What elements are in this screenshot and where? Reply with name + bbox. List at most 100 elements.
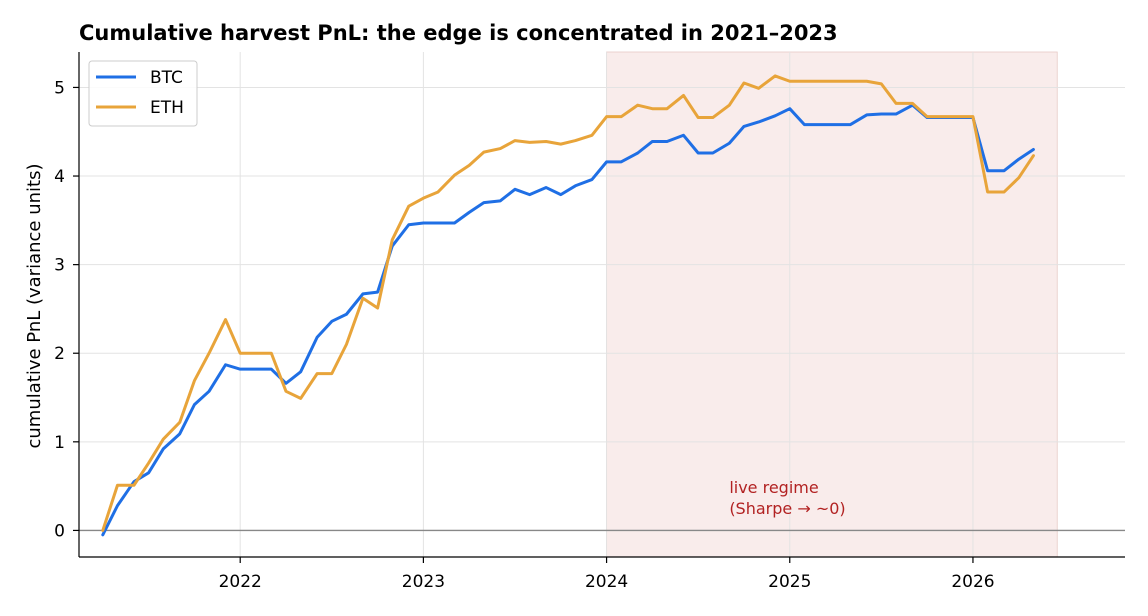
data-point-btc xyxy=(270,368,273,371)
data-point-eth xyxy=(926,115,929,118)
data-point-btc xyxy=(682,134,685,137)
data-point-eth xyxy=(1017,176,1020,179)
series-eth xyxy=(101,74,1035,532)
data-point-eth xyxy=(208,352,211,355)
data-point-eth xyxy=(636,104,639,107)
data-point-eth xyxy=(316,372,319,375)
data-point-eth xyxy=(895,102,898,105)
data-point-btc xyxy=(636,152,639,155)
data-point-btc xyxy=(330,320,333,323)
data-point-eth xyxy=(986,190,989,193)
data-point-eth xyxy=(361,297,364,300)
data-point-eth xyxy=(666,107,669,110)
data-point-btc xyxy=(299,370,302,373)
y-axis-label: cumulative PnL (variance units) xyxy=(24,164,45,449)
data-point-btc xyxy=(559,193,562,196)
data-point-eth xyxy=(819,80,822,83)
y-tick-label: 0 xyxy=(54,521,65,541)
data-point-btc xyxy=(865,113,868,116)
data-point-eth xyxy=(757,87,760,90)
data-point-btc xyxy=(528,193,531,196)
data-point-eth xyxy=(285,390,288,393)
data-point-btc xyxy=(376,291,379,294)
data-point-eth xyxy=(620,115,623,118)
data-point-eth xyxy=(865,80,868,83)
legend-btc-label: BTC xyxy=(150,68,183,88)
data-point-eth xyxy=(270,352,273,355)
data-point-eth xyxy=(376,307,379,310)
x-tick-label: 2026 xyxy=(951,572,994,592)
data-point-eth xyxy=(528,141,531,144)
data-point-btc xyxy=(605,160,608,163)
data-point-btc xyxy=(178,432,181,435)
data-point-eth xyxy=(345,343,348,346)
data-point-btc xyxy=(757,120,760,123)
annotation-line-2: (Sharpe → ~0) xyxy=(729,499,845,518)
data-point-btc xyxy=(574,184,577,187)
data-point-eth xyxy=(101,529,104,532)
legend-eth-label: ETH xyxy=(150,98,184,118)
data-point-eth xyxy=(330,372,333,375)
data-point-btc xyxy=(193,403,196,406)
data-point-btc xyxy=(1003,169,1006,172)
y-tick-label: 2 xyxy=(54,344,65,364)
data-point-eth xyxy=(545,140,548,143)
data-point-btc xyxy=(880,113,883,116)
data-point-eth xyxy=(132,484,135,487)
data-point-eth xyxy=(299,397,302,400)
data-point-btc xyxy=(620,160,623,163)
data-point-eth xyxy=(849,80,852,83)
y-tick-label: 4 xyxy=(54,167,65,187)
data-point-btc xyxy=(697,152,700,155)
data-point-eth xyxy=(774,74,777,77)
data-point-btc xyxy=(162,447,165,450)
data-point-btc xyxy=(482,201,485,204)
data-point-eth xyxy=(559,143,562,146)
data-point-eth xyxy=(422,197,425,200)
data-point-btc xyxy=(666,140,669,143)
x-tick-label: 2022 xyxy=(219,572,262,592)
data-point-btc xyxy=(116,504,119,507)
data-point-btc xyxy=(239,368,242,371)
data-point-btc xyxy=(819,123,822,126)
data-point-btc xyxy=(513,188,516,191)
y-tick-label: 1 xyxy=(54,433,65,453)
data-point-eth xyxy=(468,164,471,167)
y-ticks: 0 1 2 3 4 5 xyxy=(54,78,79,541)
x-tick-label: 2023 xyxy=(402,572,445,592)
data-point-eth xyxy=(788,80,791,83)
data-point-eth xyxy=(880,82,883,85)
chart-title: Cumulative harvest PnL: the edge is conc… xyxy=(79,21,838,45)
x-tick-label: 2025 xyxy=(768,572,811,592)
data-point-eth xyxy=(178,421,181,424)
data-point-btc xyxy=(834,123,837,126)
data-point-btc xyxy=(453,221,456,224)
data-point-eth xyxy=(971,115,974,118)
x-tick-label: 2024 xyxy=(585,572,628,592)
y-tick-label: 3 xyxy=(54,256,65,276)
data-point-eth xyxy=(834,80,837,83)
data-point-eth xyxy=(147,462,150,465)
data-point-eth xyxy=(253,352,256,355)
live-regime-annotation: live regime (Sharpe → ~0) xyxy=(729,478,845,518)
live-regime-shade xyxy=(606,51,1058,558)
data-point-eth xyxy=(957,115,960,118)
data-point-btc xyxy=(253,368,256,371)
data-point-btc xyxy=(101,533,104,536)
data-point-btc xyxy=(986,169,989,172)
series-line-btc xyxy=(101,103,1035,537)
data-point-eth xyxy=(116,484,119,487)
data-point-eth xyxy=(499,147,502,150)
data-point-btc xyxy=(422,221,425,224)
data-point-eth xyxy=(513,139,516,142)
data-point-btc xyxy=(468,211,471,214)
data-point-eth xyxy=(651,107,654,110)
data-point-btc xyxy=(437,221,440,224)
data-point-btc xyxy=(728,142,731,145)
data-point-btc xyxy=(803,123,806,126)
data-point-btc xyxy=(774,114,777,117)
data-point-eth xyxy=(437,190,440,193)
data-point-btc xyxy=(651,140,654,143)
data-point-btc xyxy=(1017,158,1020,161)
